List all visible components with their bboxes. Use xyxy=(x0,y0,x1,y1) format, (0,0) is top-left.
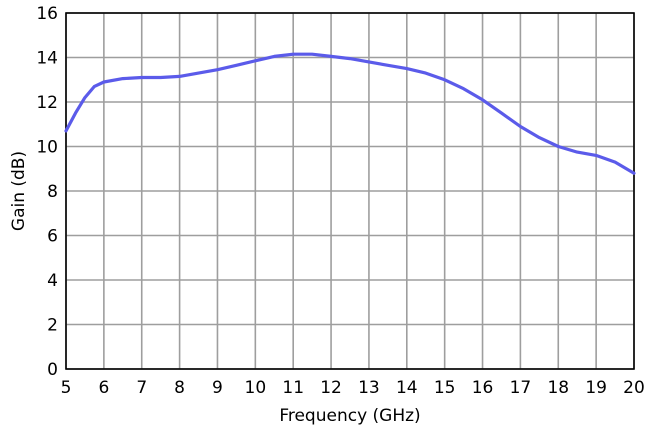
y-tick-label: 6 xyxy=(47,227,58,247)
grid-lines xyxy=(65,12,635,370)
y-tick-label: 8 xyxy=(47,182,58,202)
x-tick-label: 5 xyxy=(61,378,72,398)
x-tick-label: 12 xyxy=(320,378,342,398)
x-tick-label: 8 xyxy=(174,378,185,398)
x-tick-label: 15 xyxy=(434,378,456,398)
y-tick-labels: 0 2 4 6 8 10 12 14 16 xyxy=(36,4,58,380)
series-line xyxy=(64,52,636,175)
y-tick-label: 16 xyxy=(36,4,58,24)
x-tick-label: 18 xyxy=(547,378,569,398)
x-tick-label: 9 xyxy=(212,378,223,398)
x-tick-label: 11 xyxy=(282,378,304,398)
x-tick-label: 10 xyxy=(245,378,267,398)
x-tick-label: 16 xyxy=(472,378,494,398)
x-axis-label: Frequency (GHz) xyxy=(279,406,420,426)
x-tick-label: 20 xyxy=(623,378,645,398)
x-tick-labels: 5 6 7 8 9 10 11 12 13 14 15 16 17 18 19 20 xyxy=(61,378,645,398)
x-tick-label: 17 xyxy=(510,378,532,398)
y-tick-label: 4 xyxy=(47,271,58,291)
y-tick-label: 12 xyxy=(36,93,58,113)
series-group xyxy=(64,52,636,175)
y-tick-label: 0 xyxy=(47,360,58,380)
y-tick-label: 10 xyxy=(36,138,58,158)
y-axis-label: Gain (dB) xyxy=(9,151,29,231)
y-tick-label: 2 xyxy=(47,316,58,336)
x-tick-label: 14 xyxy=(396,378,418,398)
x-tick-label: 6 xyxy=(98,378,109,398)
x-tick-label: 13 xyxy=(358,378,380,398)
plot-area xyxy=(65,12,635,370)
x-tick-label: 7 xyxy=(136,378,147,398)
x-tick-label: 19 xyxy=(585,378,607,398)
y-tick-label: 14 xyxy=(36,49,58,69)
